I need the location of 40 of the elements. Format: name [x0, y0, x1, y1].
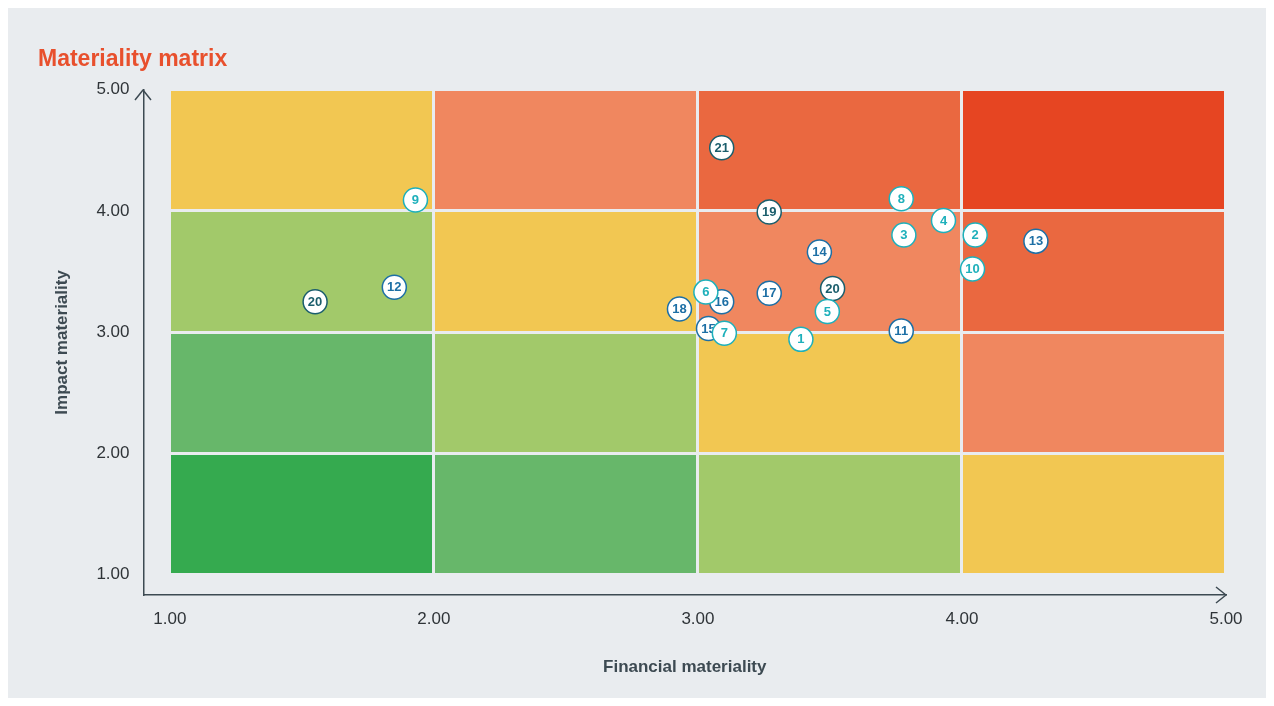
annotation: 20 — [825, 280, 840, 296]
annotation: 1 — [797, 331, 805, 347]
annotation: 9 — [411, 192, 420, 208]
annotation: 6 — [702, 284, 710, 300]
point — [930, 207, 957, 234]
x-axis-title: Financial materiality — [603, 657, 768, 677]
annotation: 21 — [714, 139, 729, 155]
annotation: 18 — [672, 301, 687, 317]
point — [814, 298, 841, 325]
point — [891, 222, 917, 248]
annotation: 13 — [1028, 233, 1044, 249]
annotation: 12 — [387, 279, 402, 295]
annotation: 19 — [762, 204, 777, 220]
annotation: 7 — [720, 325, 728, 341]
annotation: 3 — [900, 227, 908, 243]
x-tick-label: 1.00 — [153, 609, 187, 629]
annotation: 10 — [965, 261, 980, 277]
y-tick-label: 4.00 — [96, 200, 130, 220]
x-tick-label: 5.00 — [1209, 609, 1243, 629]
point — [788, 326, 814, 353]
y-axis-title: Impact materiality — [51, 269, 71, 415]
point — [962, 222, 988, 248]
chart-title: Materiality matrix — [38, 45, 228, 72]
y-tick-label: 3.00 — [96, 321, 130, 341]
point — [402, 187, 429, 213]
x-tick-label: 4.00 — [945, 609, 979, 629]
annotation: 16 — [714, 293, 729, 309]
annotation: 14 — [812, 244, 828, 260]
y-tick-label: 2.00 — [96, 443, 130, 463]
x-tick-label: 2.00 — [417, 609, 451, 629]
annotation: 17 — [762, 285, 777, 301]
annotation: 4 — [939, 212, 948, 228]
y-tick-label: 5.00 — [96, 79, 130, 99]
y-tick-label: 1.00 — [96, 564, 130, 584]
annotation: 20 — [307, 293, 323, 309]
annotation: 5 — [823, 303, 831, 319]
x-tick-label: 3.00 — [681, 609, 715, 629]
annotation: 2 — [971, 227, 979, 243]
annotation: 11 — [894, 322, 909, 338]
annotation: 8 — [897, 190, 905, 206]
